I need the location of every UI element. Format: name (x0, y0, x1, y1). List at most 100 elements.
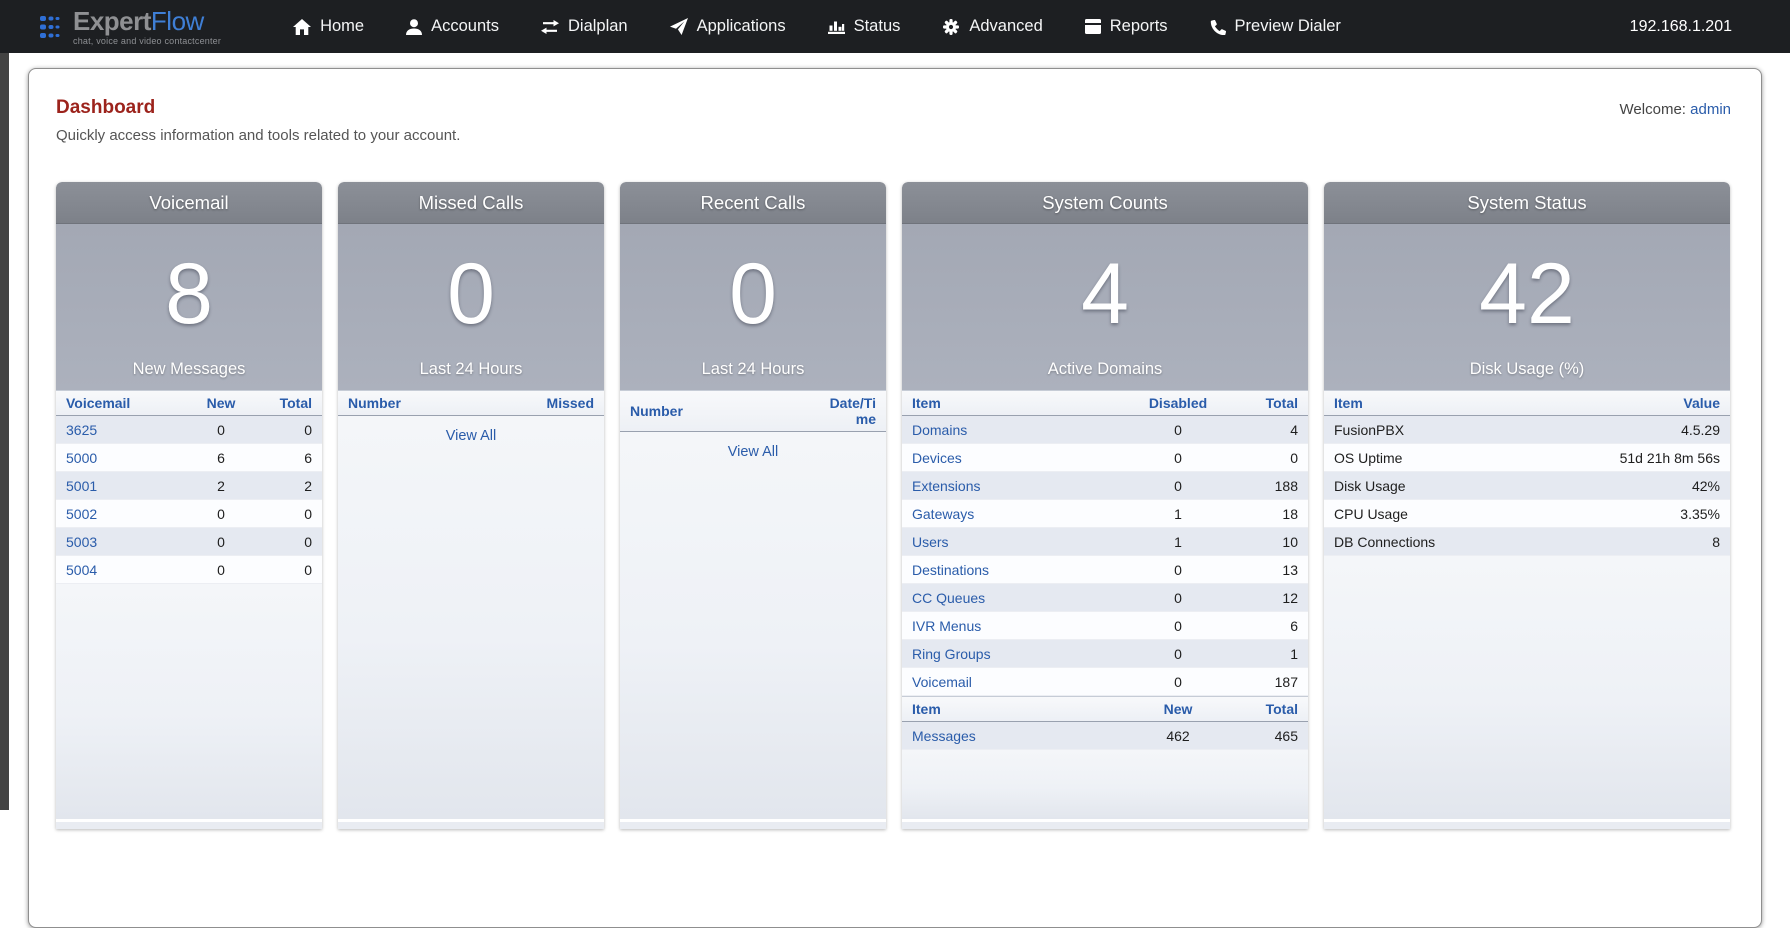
panel-footer-gap (1324, 819, 1730, 822)
table-cell: 5003 (66, 534, 186, 550)
paper-plane-icon (669, 18, 688, 35)
table-cell-link[interactable]: Ring Groups (912, 645, 991, 662)
table-cell: 6 (1290, 617, 1298, 634)
table-row: 5002 0 0 (56, 500, 322, 528)
table-cell: 0 (1174, 645, 1182, 662)
table-row: Gateways 1 18 (902, 500, 1308, 528)
panel-footer-strip (56, 822, 322, 829)
table-header-row: Voicemail New Total (56, 390, 322, 416)
panel-footer-strip (620, 822, 886, 829)
table-cell: 0 (1174, 421, 1182, 438)
table-header-row: Number Date/Time (620, 390, 886, 432)
nav-item-accounts[interactable]: Accounts (406, 17, 499, 36)
nav-item-label: Status (853, 17, 901, 35)
panel-system-status: System Status 42 Disk Usage (%) Item Value Fu… (1324, 182, 1730, 829)
view-all-link[interactable]: View All (727, 444, 779, 460)
table-cell-link[interactable]: Users (912, 533, 949, 550)
panel-footer-gap (902, 819, 1308, 822)
panel-title-bar: System Status (1324, 182, 1730, 224)
table-cell-link[interactable]: 5001 (66, 477, 98, 494)
stat-label: Last 24 Hours (701, 360, 805, 378)
nav-item-reports[interactable]: Reports (1084, 17, 1168, 36)
stat-label: Last 24 Hours (419, 360, 523, 378)
table-header-cell: Voicemail (66, 395, 131, 411)
nav-item-home[interactable]: Home (293, 17, 364, 36)
nav-item-dialplan[interactable]: Dialplan (540, 17, 628, 36)
view-all-link[interactable]: View All (445, 428, 497, 444)
table-cell-link[interactable]: Messages (912, 727, 976, 744)
table-header-cell: New (1163, 701, 1193, 717)
table-cell-link[interactable]: 3625 (66, 421, 98, 438)
table-cell: 4 (1290, 421, 1298, 438)
table-cell-link[interactable]: Extensions (912, 477, 981, 494)
brand-logo[interactable]: ExpertFlow chat, voice and video contact… (40, 8, 221, 46)
stat-label: Disk Usage (%) (1469, 360, 1585, 378)
table-cell: Messages (912, 728, 1118, 744)
table-cell-link[interactable]: CC Queues (912, 589, 986, 606)
table-row: Disk Usage 42% (1324, 472, 1730, 500)
table-cell: 0 (217, 421, 225, 438)
panel-empty-area (1324, 556, 1730, 819)
table-cell: Devices (912, 450, 1118, 466)
table-cell: CPU Usage (1334, 505, 1408, 522)
panel-stat-area: 42 Disk Usage (%) (1324, 224, 1730, 390)
nav-item-applications[interactable]: Applications (669, 17, 786, 36)
table-header-cell: Item (1334, 395, 1363, 411)
nav-item-status[interactable]: Status (827, 17, 901, 36)
table-cell: 1 (1174, 505, 1182, 522)
table-cell: 42% (1691, 477, 1720, 494)
welcome-user-link[interactable]: admin (1690, 101, 1731, 118)
table-cell-link[interactable]: Destinations (912, 561, 990, 578)
window-edge-strip (0, 53, 9, 810)
welcome-label: Welcome: (1619, 101, 1686, 118)
stat-label: Active Domains (1047, 360, 1163, 378)
page-title: Dashboard (56, 97, 156, 118)
panel-title: System Status (1467, 192, 1587, 213)
panel-title: System Counts (1042, 192, 1168, 213)
table-header-cell: Total (1265, 701, 1298, 717)
table-cell: 18 (1282, 505, 1298, 522)
nav-item-advanced[interactable]: Advanced (942, 17, 1043, 36)
home-icon (293, 18, 312, 35)
content-card: Dashboard Quickly access information and… (28, 68, 1762, 928)
table-cell-link[interactable]: Gateways (912, 505, 975, 522)
panel-footer-strip (338, 822, 604, 829)
table-header-cell: Number (630, 403, 683, 419)
table-header-row: Number Missed (338, 390, 604, 416)
nav-item-label: Reports (1109, 17, 1168, 35)
table-row: 5000 6 6 (56, 444, 322, 472)
panel-voicemail: Voicemail 8 New Messages Voicemail New Total 3… (56, 182, 322, 829)
table-cell: 10 (1282, 533, 1298, 550)
gear-icon (943, 18, 960, 35)
table-row: Domains 0 4 (902, 416, 1308, 444)
table-cell-link[interactable]: Domains (912, 421, 968, 438)
table-cell-link[interactable]: Devices (912, 449, 962, 466)
stat-value: 42 (1479, 246, 1575, 342)
table-cell: Voicemail (912, 674, 1118, 690)
table-cell-link[interactable]: Voicemail (912, 673, 972, 690)
table-cell-link[interactable]: 5004 (66, 561, 98, 578)
welcome-line: Welcome: admin (1620, 101, 1731, 118)
table-cell: 5004 (66, 562, 186, 578)
panel-title-bar: Voicemail (56, 182, 322, 224)
table-cell: 0 (1174, 589, 1182, 606)
table-row: DB Connections 8 (1324, 528, 1730, 556)
table-cell: 462 (1166, 727, 1190, 744)
nav-item-preview-dialer[interactable]: Preview Dialer (1210, 17, 1341, 36)
nav-item-label: Home (320, 17, 365, 35)
table-header-cell: Date/Time (829, 395, 876, 427)
table-cell: 6 (217, 449, 225, 466)
dashboard-panels-row: Voicemail 8 New Messages Voicemail New Total 3… (56, 182, 1734, 829)
table-cell: 0 (217, 561, 225, 578)
panel-footer-strip (902, 822, 1308, 829)
panel-stat-area: 0 Last 24 Hours (338, 224, 604, 390)
table-cell: 51d 21h 8m 56s (1619, 449, 1720, 466)
table-cell-link[interactable]: 5002 (66, 505, 98, 522)
table-cell: 8 (1712, 533, 1720, 550)
stat-value: 0 (447, 246, 495, 342)
table-cell-link[interactable]: 5003 (66, 533, 98, 550)
panel-empty-area (56, 584, 322, 819)
table-cell-link[interactable]: 5000 (66, 449, 98, 466)
table-cell-link[interactable]: IVR Menus (912, 617, 982, 634)
table-cell: 0 (1174, 617, 1182, 634)
